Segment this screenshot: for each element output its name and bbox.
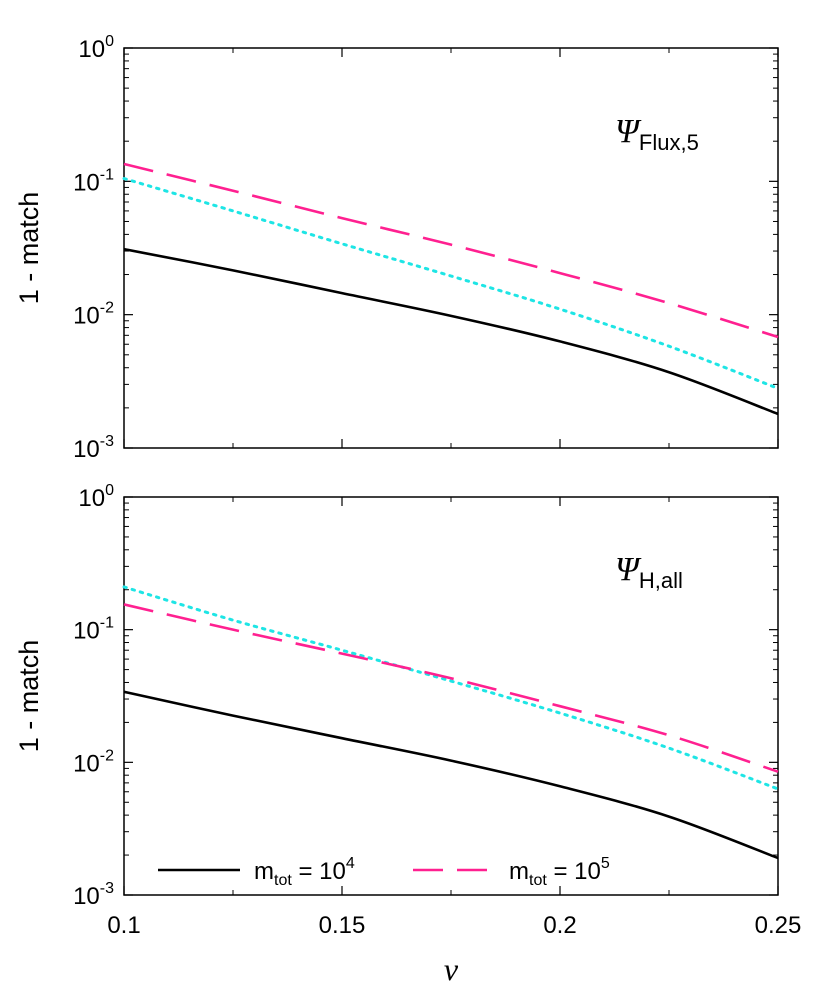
bottom-tick-marks [123,496,779,896]
bottom-panel-title: ΨH,all [615,551,683,593]
y-tick-label-base: 10 [73,618,100,645]
top-panel-title-subscript: Flux,5 [639,130,699,155]
legend-label-base: m [254,858,274,885]
series-line-solid [123,247,779,416]
y-tick-label-exponent: 0 [105,33,114,50]
y-tick-label-base: 10 [73,750,100,777]
y-tick-label-base: 10 [78,36,105,63]
bottom-series-group [122,585,780,860]
y-tick-label: 10-1 [73,615,114,645]
y-tick-label: 10-3 [73,433,114,463]
top-series-group [122,162,780,416]
legend-label-base: m [509,858,529,885]
y-tick-label-base: 10 [78,485,105,512]
bottom-y-axis-label: 1 - match [14,640,44,753]
legend-label-value: = 10 [292,858,346,885]
y-tick-label: 10-2 [73,747,114,777]
y-tick-label-exponent: -3 [100,433,114,450]
x-tick-label: 0.15 [319,912,366,939]
y-tick-label-base: 10 [73,303,100,330]
x-tick-label: 0.2 [543,912,576,939]
top-y-axis-label: 1 - match [14,192,44,305]
bottom-panel-title-subscript: H,all [639,568,683,593]
y-tick-label-exponent: -2 [100,300,114,317]
y-tick-label-base: 10 [73,883,100,910]
y-tick-label: 100 [78,33,114,63]
series-line-solid [123,690,779,860]
y-tick-label-exponent: 0 [105,482,114,499]
y-tick-label-exponent: -1 [100,166,114,183]
legend-entry-label: mtot = 104 [254,855,355,889]
legend-label-subscript: tot [274,872,292,889]
bottom-x-tick-labels: 0.1 0.15 0.2 0.25 [107,912,801,939]
y-tick-label-base: 10 [73,436,100,463]
y-tick-label: 10-2 [73,300,114,330]
y-tick-label-exponent: -1 [100,615,114,632]
y-tick-label-base: 10 [73,169,100,196]
legend: mtot = 104 mtot = 105 [158,855,610,889]
legend-label-value: = 10 [547,858,601,885]
legend-entry-label: mtot = 105 [509,855,610,889]
legend-label-exponent: 4 [346,855,355,872]
y-tick-label-exponent: -2 [100,747,114,764]
bottom-panel-title-psi: Ψ [615,551,642,588]
top-panel-title: ΨFlux,5 [615,113,699,155]
series-line-dashed [123,162,779,339]
legend-label-subscript: tot [529,872,547,889]
x-tick-label: 0.25 [755,912,802,939]
series-line-dashed [123,603,779,773]
x-axis-label: ν [444,951,459,987]
y-tick-label-exponent: -3 [100,880,114,897]
top-tick-marks [123,47,779,449]
y-tick-label: 100 [78,482,114,512]
bottom-plot-frame [123,496,779,896]
series-line-dotted [122,177,780,390]
x-tick-label: 0.1 [107,912,140,939]
y-tick-label: 10-1 [73,166,114,196]
top-plot-frame [123,47,779,449]
series-line-dotted [122,585,780,791]
legend-label-exponent: 5 [601,855,610,872]
y-tick-label: 10-3 [73,880,114,910]
top-panel-title-psi: Ψ [615,113,642,150]
